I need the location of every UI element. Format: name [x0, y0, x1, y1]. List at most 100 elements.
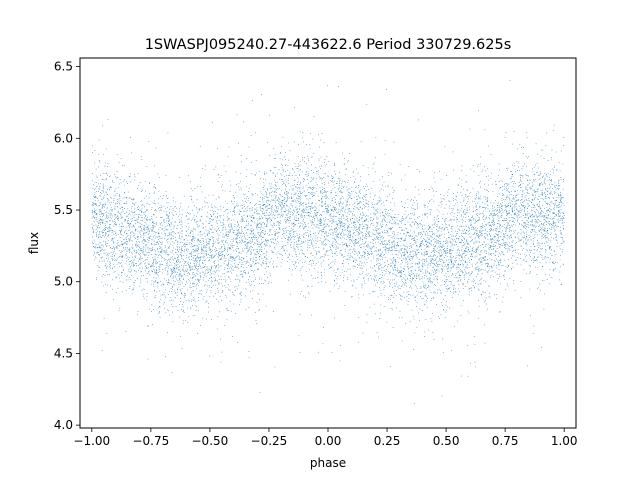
data-point	[471, 240, 473, 242]
data-point	[353, 258, 355, 259]
data-point	[134, 211, 136, 213]
data-point	[347, 245, 348, 247]
data-point	[234, 212, 235, 213]
data-point	[346, 189, 348, 191]
data-point	[292, 226, 294, 228]
data-point	[344, 211, 346, 213]
data-point	[211, 215, 212, 217]
data-point	[554, 200, 556, 202]
data-point	[111, 209, 112, 211]
data-point	[284, 193, 286, 195]
data-point	[507, 197, 509, 198]
data-point	[285, 184, 286, 186]
data-point	[358, 241, 359, 243]
data-point	[451, 281, 452, 283]
data-point	[396, 283, 397, 285]
data-point	[430, 273, 432, 275]
data-point	[543, 225, 545, 227]
data-point	[452, 285, 454, 287]
data-point	[488, 184, 490, 186]
data-point	[431, 262, 433, 263]
data-point	[373, 218, 374, 220]
data-point	[220, 215, 222, 217]
data-point	[424, 259, 426, 261]
data-point	[188, 218, 190, 219]
data-point	[431, 241, 432, 242]
data-point	[214, 265, 216, 266]
data-point	[307, 189, 308, 191]
data-point	[304, 210, 305, 211]
data-point	[237, 264, 239, 265]
data-point	[536, 203, 538, 205]
data-point	[368, 234, 370, 235]
data-point	[492, 208, 494, 210]
data-point	[280, 205, 282, 206]
data-point	[399, 241, 401, 242]
data-point	[403, 223, 405, 225]
data-point	[424, 252, 425, 254]
data-point	[165, 253, 167, 255]
data-point	[347, 197, 349, 199]
data-point	[509, 238, 511, 239]
data-point	[164, 245, 166, 246]
data-point	[139, 255, 141, 257]
data-point	[296, 168, 298, 170]
data-point	[366, 262, 368, 264]
data-point	[546, 224, 547, 225]
data-point	[116, 243, 118, 244]
data-point	[511, 200, 512, 202]
data-point	[505, 243, 507, 245]
data-point	[170, 275, 172, 277]
data-point	[392, 262, 394, 264]
data-point	[544, 227, 546, 229]
data-point	[172, 270, 174, 272]
data-point	[263, 185, 265, 187]
data-point	[544, 258, 546, 260]
data-point	[129, 235, 131, 237]
data-point	[137, 222, 139, 224]
data-point	[211, 204, 212, 206]
data-point	[407, 263, 409, 265]
data-point	[433, 291, 434, 293]
data-point	[493, 215, 494, 216]
data-point	[340, 253, 342, 255]
data-point	[104, 206, 106, 208]
data-point	[409, 225, 411, 227]
data-point	[550, 237, 552, 238]
data-point	[172, 269, 174, 270]
data-point	[236, 250, 237, 252]
data-point	[332, 253, 333, 254]
data-point	[456, 320, 458, 322]
data-point	[395, 262, 397, 264]
data-point	[361, 267, 362, 269]
data-point	[106, 333, 108, 334]
data-point	[420, 231, 422, 233]
data-point	[495, 241, 497, 243]
data-point	[318, 251, 320, 253]
data-point	[475, 209, 477, 210]
data-point	[435, 265, 437, 266]
data-point	[174, 257, 175, 259]
data-point	[240, 266, 242, 268]
data-point	[424, 206, 426, 208]
data-point	[253, 259, 255, 260]
data-point	[168, 279, 170, 281]
data-point	[476, 251, 477, 253]
data-point	[359, 197, 361, 199]
data-point	[310, 260, 311, 261]
data-point	[129, 224, 131, 226]
data-point	[182, 226, 183, 228]
data-point	[170, 264, 172, 266]
data-point	[209, 221, 211, 223]
data-point	[93, 202, 95, 204]
data-point	[230, 230, 231, 232]
data-point	[125, 233, 127, 234]
data-point	[207, 280, 209, 281]
data-point	[350, 211, 351, 213]
data-point	[334, 280, 335, 282]
data-point	[378, 336, 379, 338]
data-point	[342, 208, 344, 210]
data-point	[460, 215, 462, 217]
data-point	[255, 209, 257, 210]
data-point	[225, 242, 227, 243]
